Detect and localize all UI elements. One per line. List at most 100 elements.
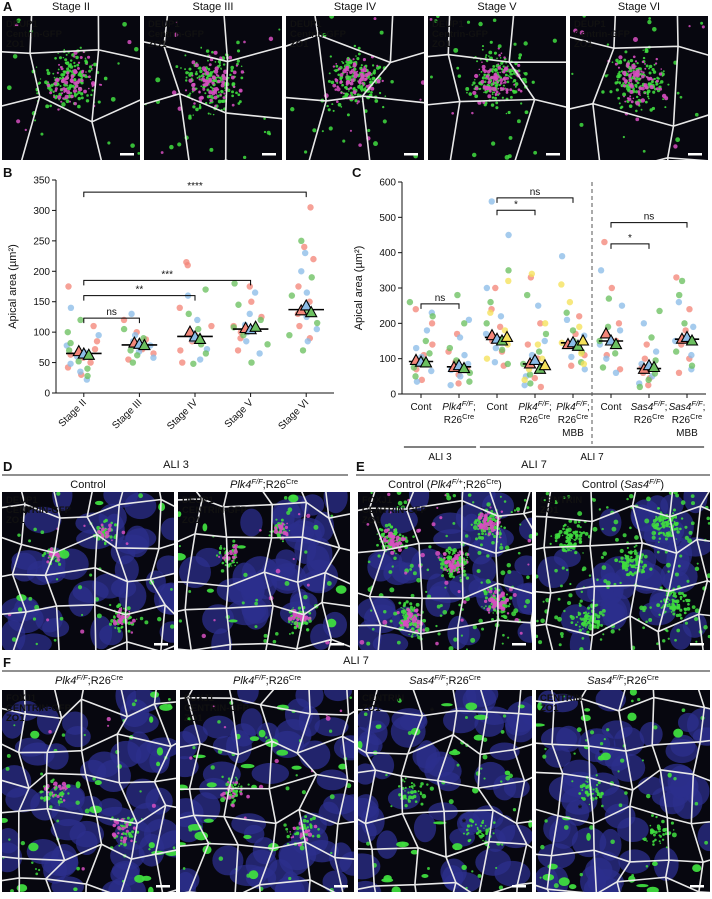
signal-dot bbox=[676, 530, 680, 534]
channel-label: ZO1 bbox=[184, 713, 203, 724]
signal-dot bbox=[357, 46, 361, 50]
signal-dot bbox=[483, 80, 487, 83]
signal-dot bbox=[223, 69, 228, 74]
signal-dot bbox=[192, 114, 194, 116]
signal-dot bbox=[606, 506, 609, 509]
signal-dot bbox=[637, 697, 641, 702]
signal-dot bbox=[447, 550, 451, 554]
signal-dot bbox=[241, 601, 245, 605]
signal-dot bbox=[635, 95, 639, 99]
signal-dot bbox=[138, 493, 144, 499]
text-part: R26 bbox=[634, 415, 653, 426]
significance-label: * bbox=[514, 199, 518, 210]
cell-junctions bbox=[358, 492, 532, 650]
data-point bbox=[251, 289, 259, 296]
signal-dot bbox=[568, 534, 573, 538]
signal-dot bbox=[417, 790, 420, 793]
signal-dot bbox=[232, 70, 237, 75]
signal-dot bbox=[610, 839, 615, 845]
signal-dot bbox=[236, 778, 238, 781]
signal-dot bbox=[127, 831, 132, 836]
signal-dot bbox=[452, 548, 457, 553]
nucleus bbox=[240, 508, 263, 537]
signal-dot bbox=[653, 833, 656, 837]
signal-dot bbox=[212, 89, 218, 94]
signal-dot bbox=[76, 63, 80, 67]
signal-dot bbox=[616, 81, 619, 84]
nucleus bbox=[2, 710, 24, 739]
signal-dot bbox=[480, 79, 485, 84]
x-tick-label: Stage V bbox=[223, 397, 256, 430]
data-point bbox=[608, 284, 616, 292]
image-title: Stage IV bbox=[334, 1, 377, 13]
signal-dot bbox=[383, 539, 387, 543]
signal-dot bbox=[413, 783, 415, 785]
signal-dot bbox=[407, 619, 410, 622]
signal-dot bbox=[408, 622, 412, 626]
signal-dot bbox=[84, 808, 90, 814]
data-point bbox=[538, 355, 546, 362]
signal-dot bbox=[587, 627, 590, 629]
signal-dot bbox=[676, 91, 680, 95]
signal-dot bbox=[477, 550, 482, 555]
signal-dot bbox=[134, 46, 139, 52]
signal-dot bbox=[60, 88, 63, 91]
signal-dot bbox=[579, 872, 583, 877]
signal-dot bbox=[598, 611, 603, 615]
signal-dot bbox=[641, 60, 645, 64]
y-tick-label: 300 bbox=[379, 284, 396, 295]
signal-dot bbox=[340, 106, 343, 108]
signal-dot bbox=[642, 56, 646, 60]
text-part: ;R26 bbox=[88, 675, 111, 687]
signal-dot bbox=[16, 119, 21, 124]
signal-dot bbox=[231, 803, 235, 808]
text-part: Sas4 bbox=[587, 675, 612, 687]
signal-dot bbox=[492, 18, 497, 23]
cell-junctions bbox=[144, 16, 282, 160]
signal-dot bbox=[601, 90, 605, 94]
signal-dot bbox=[474, 73, 479, 79]
signal-dot bbox=[207, 67, 211, 71]
signal-dot bbox=[453, 552, 456, 555]
signal-dot bbox=[220, 99, 224, 103]
signal-dot bbox=[220, 793, 224, 797]
text-part: ) bbox=[660, 479, 664, 491]
signal-dot bbox=[674, 600, 678, 603]
nucleus bbox=[314, 717, 349, 737]
signal-dot bbox=[350, 69, 355, 73]
data-point bbox=[67, 360, 74, 367]
signal-dot bbox=[694, 566, 700, 572]
signal-dot bbox=[536, 532, 539, 536]
signal-dot bbox=[646, 92, 650, 96]
data-point bbox=[286, 331, 293, 339]
signal-dot bbox=[642, 626, 645, 630]
annotation: * bbox=[462, 817, 467, 829]
data-point bbox=[482, 330, 490, 338]
nucleus bbox=[110, 578, 137, 598]
signal-dot bbox=[661, 75, 664, 77]
signal-dot bbox=[667, 517, 669, 520]
signal-dot bbox=[499, 536, 502, 539]
signal-dot bbox=[492, 592, 495, 595]
signal-blob bbox=[258, 729, 266, 738]
signal-dot bbox=[57, 95, 62, 100]
signal-dot bbox=[453, 47, 459, 53]
replicate-mean bbox=[500, 330, 514, 343]
signal-dot bbox=[213, 95, 218, 100]
signal-blob bbox=[156, 761, 161, 767]
signal-dot bbox=[562, 548, 566, 553]
signal-dot bbox=[565, 531, 569, 534]
signal-dot bbox=[109, 535, 113, 539]
signal-dot bbox=[445, 492, 450, 497]
signal-dot bbox=[302, 818, 307, 823]
data-point bbox=[196, 356, 204, 363]
data-point bbox=[505, 267, 512, 274]
signal-dot bbox=[369, 78, 372, 81]
replicate-mean bbox=[528, 353, 542, 365]
signal-dot bbox=[504, 604, 508, 608]
signal-dot bbox=[292, 826, 297, 831]
signal-dot bbox=[61, 795, 64, 798]
signal-dot bbox=[595, 787, 598, 790]
signal-dot bbox=[684, 525, 688, 529]
